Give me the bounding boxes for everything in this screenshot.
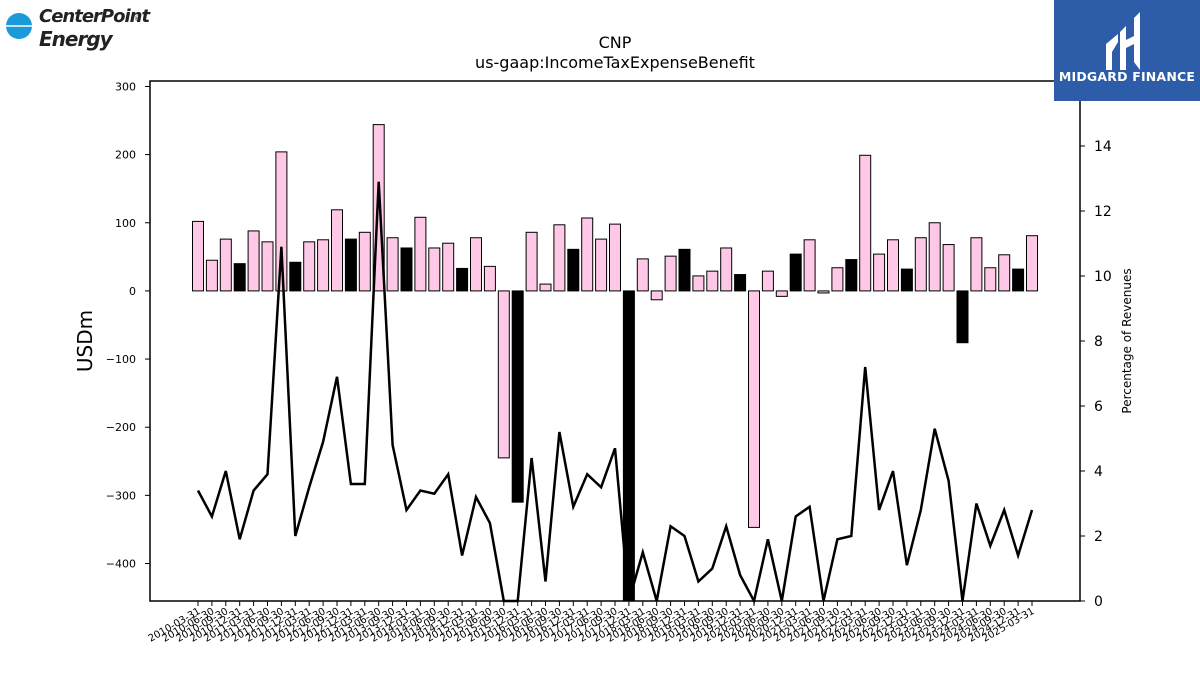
y-tick-label: −400 [106,558,136,571]
midgard-emblem-icon [1106,12,1140,70]
y-tick-label: 200 [115,149,136,162]
logo-line2: Energy [39,27,114,51]
y2-tick-label: 8 [1094,334,1103,350]
bar-2019-12-31 [734,274,747,292]
bar-2022-06-30 [873,253,886,292]
bar-2024-09-30 [998,254,1011,292]
bar-2018-06-30 [650,290,663,301]
y-tick-label: −200 [106,421,136,434]
bar-2015-09-30 [497,290,510,459]
y2-tick-label: 14 [1094,139,1112,155]
bar-2014-06-30 [428,247,441,292]
bar-2015-06-30 [483,265,496,292]
y-axis-left: 300 200 100 0 −100 −200 −300 −400 [106,80,150,571]
bar-2017-03-31 [581,217,594,292]
bar-2023-03-31 [914,237,927,292]
bar-2020-12-31 [789,253,802,292]
bar-2015-12-31 [511,290,524,503]
centerpoint-energy-logo: CenterPoint ® Energy [4,4,154,54]
bar-2014-03-31 [414,216,427,292]
bar-2011-12-31 [289,261,302,292]
bar-2018-12-31 [678,248,691,292]
bar-2020-03-31 [748,290,760,528]
y-tick-label: 100 [115,217,136,230]
bar-2021-06-30 [817,290,830,294]
y-tick-label: −300 [106,489,136,502]
bar-2010-03-31 [192,220,204,292]
y2-tick-label: 0 [1094,594,1103,610]
bar-2019-06-30 [706,270,719,292]
bar-2016-06-30 [539,283,552,292]
bar-2016-12-31 [567,248,580,292]
bar-2013-12-31 [400,247,413,292]
y2-tick-label: 4 [1094,464,1103,480]
bar-2021-03-31 [803,239,816,292]
plot-frame [149,80,1081,602]
bar-2014-12-31 [456,267,469,292]
y2-tick-label: 2 [1094,529,1103,545]
bar-2021-09-30 [831,267,844,292]
y-tick-label: 300 [115,80,136,93]
bar-2019-03-31 [692,275,705,292]
logo-mark: ® [134,15,141,23]
x-axis: 2010-03-312010-06-302010-09-302010-12-31… [147,601,1037,645]
bar-2020-09-30 [775,290,788,297]
logo-line1: CenterPoint [39,6,151,27]
bar-2013-09-30 [386,237,399,292]
bar-2024-03-31 [970,237,983,292]
y-axis-right: 0 2 4 6 8 10 12 14 [1080,139,1112,610]
bar-2019-09-30 [720,247,733,292]
bar-series [192,124,1038,602]
bar-2025-03-31 [1026,235,1038,292]
bar-2022-09-30 [887,239,899,292]
percentage-line [196,181,1034,605]
bar-2015-03-31 [470,237,482,292]
y-tick-label: 0 [129,285,136,298]
percentage-line-series [196,181,1034,605]
bar-2024-12-31 [1012,268,1025,292]
bar-2011-09-30 [275,151,288,292]
y2-tick-label: 12 [1094,204,1112,220]
bar-2010-09-30 [219,238,232,292]
midgard-finance-logo: MIDGARD FINANCE [1054,0,1200,101]
bar-2022-03-31 [859,154,872,292]
y-tick-label: −100 [106,353,136,366]
bar-2016-03-31 [525,231,538,292]
bar-2018-03-31 [636,258,649,292]
y2-tick-label: 10 [1094,269,1112,285]
chart-title: CNP [599,33,632,52]
bar-2017-09-30 [609,223,621,292]
bar-2011-06-30 [261,241,274,292]
bar-2023-06-30 [928,222,941,292]
bar-2022-12-31 [900,268,913,292]
bar-2012-06-30 [317,239,330,292]
bar-2018-09-30 [664,255,677,292]
midgard-finance-text: MIDGARD FINANCE [1058,69,1196,84]
bar-2023-09-30 [942,244,955,292]
bar-2016-09-30 [553,224,566,292]
bar-2024-06-30 [984,267,997,292]
y2-axis-label: Percentage of Revenues [1120,268,1134,413]
bar-2020-06-30 [761,270,774,292]
bar-2010-06-30 [205,259,218,292]
bar-2010-12-31 [233,263,246,292]
bar-2012-09-30 [331,209,343,292]
bar-2012-12-31 [344,238,357,292]
bar-2012-03-31 [303,241,316,292]
bar-2021-12-31 [845,259,858,292]
chart-subtitle: us-gaap:IncomeTaxExpenseBenefit [475,53,755,72]
bar-2023-12-31 [956,290,969,344]
y-axis-label: USDm [73,310,97,372]
bar-2013-03-31 [358,231,371,292]
bar-2011-03-31 [247,230,260,292]
y2-tick-label: 6 [1094,399,1103,415]
bar-2017-06-30 [595,238,608,292]
bar-2014-09-30 [442,242,455,292]
